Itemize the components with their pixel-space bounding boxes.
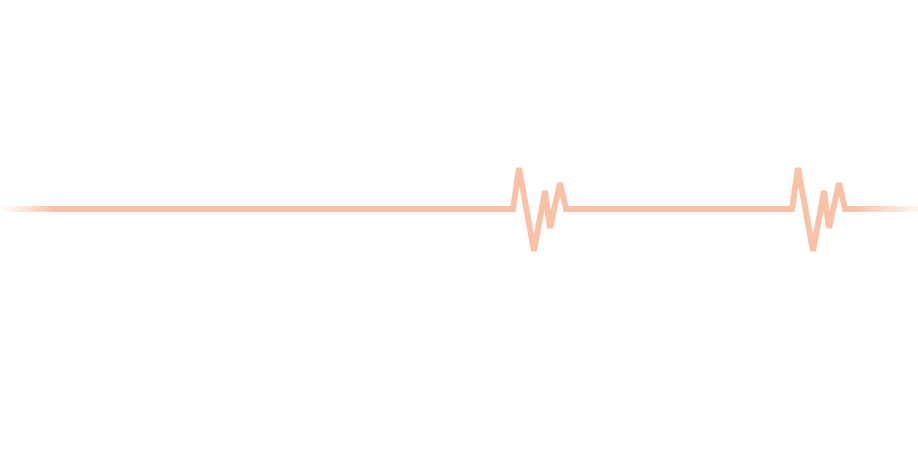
heartbeat-line-icon [0, 167, 918, 252]
